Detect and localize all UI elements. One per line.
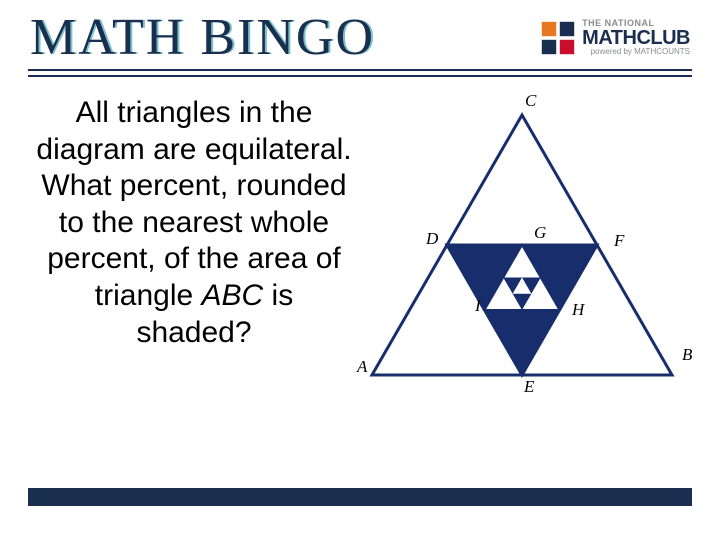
label-A: A (357, 357, 367, 377)
page-title: MATH BINGO (30, 8, 375, 67)
triangle-diagram: A B C D E F G H I (362, 95, 700, 415)
footer-bar (28, 488, 692, 506)
label-F: F (614, 231, 624, 251)
label-C: C (525, 91, 536, 111)
label-B: B (682, 345, 692, 365)
triangle-name: ABC (202, 279, 264, 312)
label-D: D (426, 229, 438, 249)
logo-text: THE NATIONAL MATHCLUB powered by MATHCOU… (582, 19, 690, 56)
brand-logo: THE NATIONAL MATHCLUB powered by MATHCOU… (540, 19, 690, 56)
logo-main-line: MATHCLUB (582, 28, 690, 48)
header: MATH BINGO THE NATIONAL MATHCLUB powered… (0, 0, 720, 69)
label-H: H (572, 300, 584, 320)
label-E: E (524, 377, 534, 397)
logo-mark-icon (540, 20, 576, 56)
diagram-svg (352, 95, 692, 405)
content-area: All triangles in the diagram are equilat… (0, 77, 720, 415)
question-pre: All triangles in the diagram are equilat… (36, 96, 351, 312)
label-G: G (534, 223, 546, 243)
question-text: All triangles in the diagram are equilat… (34, 95, 354, 415)
logo-sub-line: powered by MATHCOUNTS (582, 48, 690, 56)
label-I: I (475, 296, 481, 316)
divider-top (28, 69, 692, 71)
